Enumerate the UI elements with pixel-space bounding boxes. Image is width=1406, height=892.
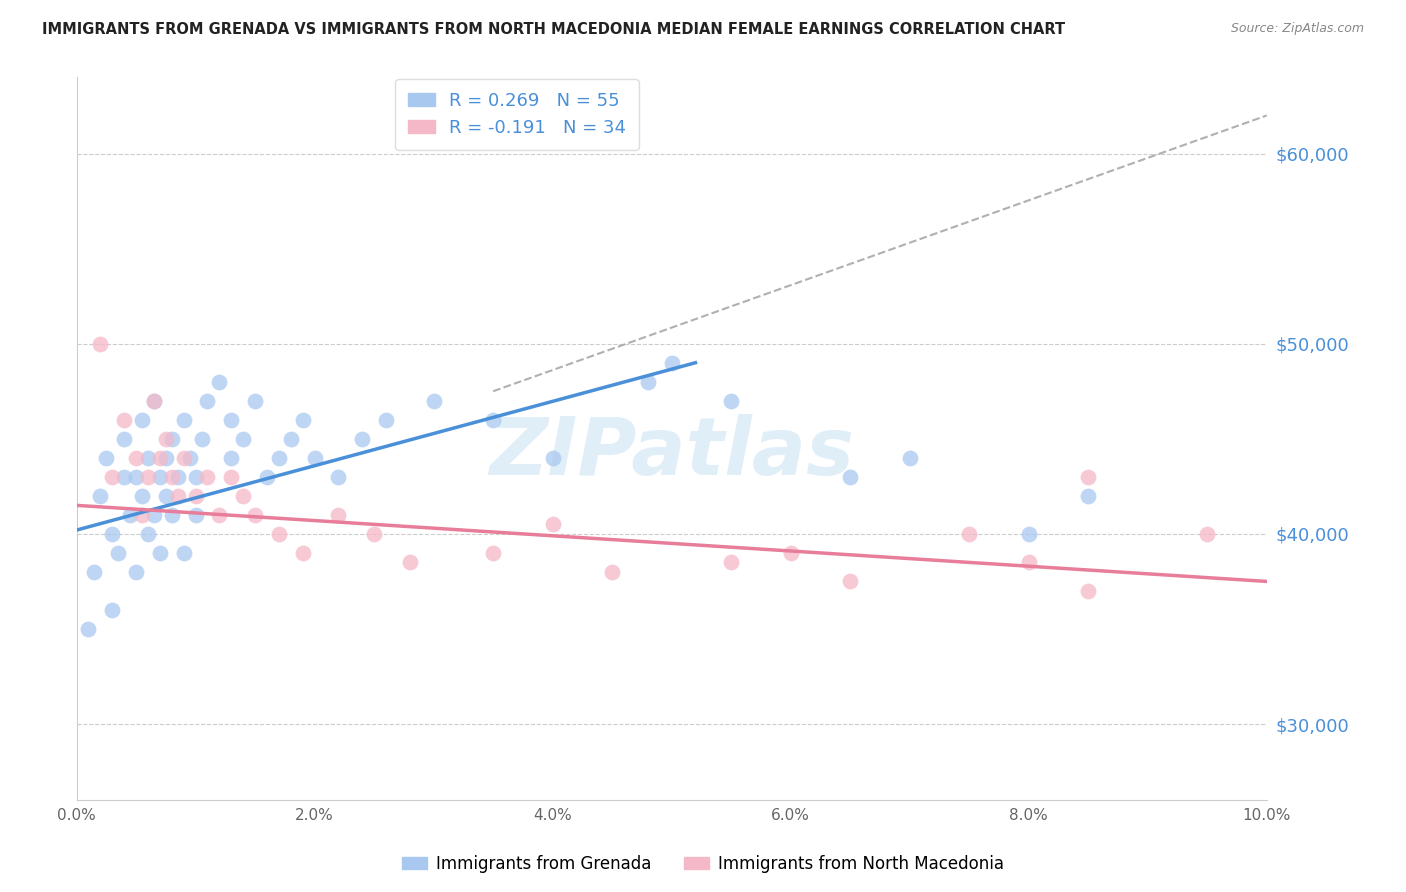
Point bbox=[155, 489, 177, 503]
Point bbox=[125, 565, 148, 579]
Point bbox=[136, 527, 159, 541]
Point bbox=[142, 508, 165, 522]
Point bbox=[328, 470, 350, 484]
Point bbox=[482, 546, 505, 560]
Point bbox=[112, 413, 135, 427]
Point bbox=[155, 450, 177, 465]
Point bbox=[363, 527, 385, 541]
Point bbox=[839, 470, 862, 484]
Point bbox=[96, 450, 118, 465]
Point bbox=[398, 556, 420, 570]
Point bbox=[208, 375, 231, 389]
Point bbox=[160, 432, 183, 446]
Point bbox=[101, 603, 124, 617]
Point bbox=[304, 450, 326, 465]
Point bbox=[125, 470, 148, 484]
Point bbox=[267, 527, 290, 541]
Point bbox=[173, 546, 195, 560]
Point bbox=[243, 393, 266, 408]
Point bbox=[184, 508, 207, 522]
Point bbox=[1077, 489, 1099, 503]
Point bbox=[173, 413, 195, 427]
Point bbox=[291, 546, 314, 560]
Point bbox=[83, 565, 105, 579]
Point bbox=[166, 489, 188, 503]
Legend: R = 0.269   N = 55, R = -0.191   N = 34: R = 0.269 N = 55, R = -0.191 N = 34 bbox=[395, 79, 638, 150]
Point bbox=[1018, 556, 1040, 570]
Point bbox=[352, 432, 374, 446]
Point bbox=[77, 622, 100, 636]
Point bbox=[661, 356, 683, 370]
Point bbox=[219, 413, 242, 427]
Point bbox=[482, 413, 505, 427]
Point bbox=[120, 508, 142, 522]
Point bbox=[280, 432, 302, 446]
Point bbox=[173, 450, 195, 465]
Point bbox=[136, 470, 159, 484]
Point bbox=[219, 450, 242, 465]
Point bbox=[155, 432, 177, 446]
Point bbox=[779, 546, 801, 560]
Point bbox=[131, 508, 153, 522]
Point bbox=[898, 450, 921, 465]
Point bbox=[149, 450, 172, 465]
Legend: Immigrants from Grenada, Immigrants from North Macedonia: Immigrants from Grenada, Immigrants from… bbox=[395, 848, 1011, 880]
Point bbox=[267, 450, 290, 465]
Point bbox=[179, 450, 201, 465]
Point bbox=[957, 527, 980, 541]
Point bbox=[125, 450, 148, 465]
Point bbox=[328, 508, 350, 522]
Point bbox=[208, 508, 231, 522]
Point bbox=[107, 546, 129, 560]
Point bbox=[89, 489, 111, 503]
Point bbox=[184, 489, 207, 503]
Point bbox=[112, 432, 135, 446]
Point bbox=[637, 375, 659, 389]
Point bbox=[149, 546, 172, 560]
Point bbox=[1077, 583, 1099, 598]
Point bbox=[243, 508, 266, 522]
Point bbox=[720, 393, 742, 408]
Point bbox=[720, 556, 742, 570]
Point bbox=[1018, 527, 1040, 541]
Point bbox=[131, 413, 153, 427]
Point bbox=[112, 470, 135, 484]
Point bbox=[190, 432, 212, 446]
Point bbox=[142, 393, 165, 408]
Point bbox=[101, 470, 124, 484]
Point bbox=[1197, 527, 1219, 541]
Point bbox=[101, 527, 124, 541]
Point bbox=[375, 413, 398, 427]
Point bbox=[136, 450, 159, 465]
Point bbox=[131, 489, 153, 503]
Point bbox=[232, 432, 254, 446]
Point bbox=[89, 336, 111, 351]
Point bbox=[166, 470, 188, 484]
Point bbox=[219, 470, 242, 484]
Text: ZIPatlas: ZIPatlas bbox=[489, 414, 855, 492]
Point bbox=[600, 565, 623, 579]
Text: Source: ZipAtlas.com: Source: ZipAtlas.com bbox=[1230, 22, 1364, 36]
Point bbox=[256, 470, 278, 484]
Point bbox=[197, 470, 219, 484]
Point bbox=[839, 574, 862, 589]
Point bbox=[142, 393, 165, 408]
Text: IMMIGRANTS FROM GRENADA VS IMMIGRANTS FROM NORTH MACEDONIA MEDIAN FEMALE EARNING: IMMIGRANTS FROM GRENADA VS IMMIGRANTS FR… bbox=[42, 22, 1066, 37]
Point bbox=[160, 470, 183, 484]
Point bbox=[184, 470, 207, 484]
Point bbox=[160, 508, 183, 522]
Point bbox=[541, 517, 564, 532]
Point bbox=[232, 489, 254, 503]
Point bbox=[291, 413, 314, 427]
Point bbox=[541, 450, 564, 465]
Point bbox=[149, 470, 172, 484]
Point bbox=[422, 393, 444, 408]
Point bbox=[197, 393, 219, 408]
Point bbox=[1077, 470, 1099, 484]
